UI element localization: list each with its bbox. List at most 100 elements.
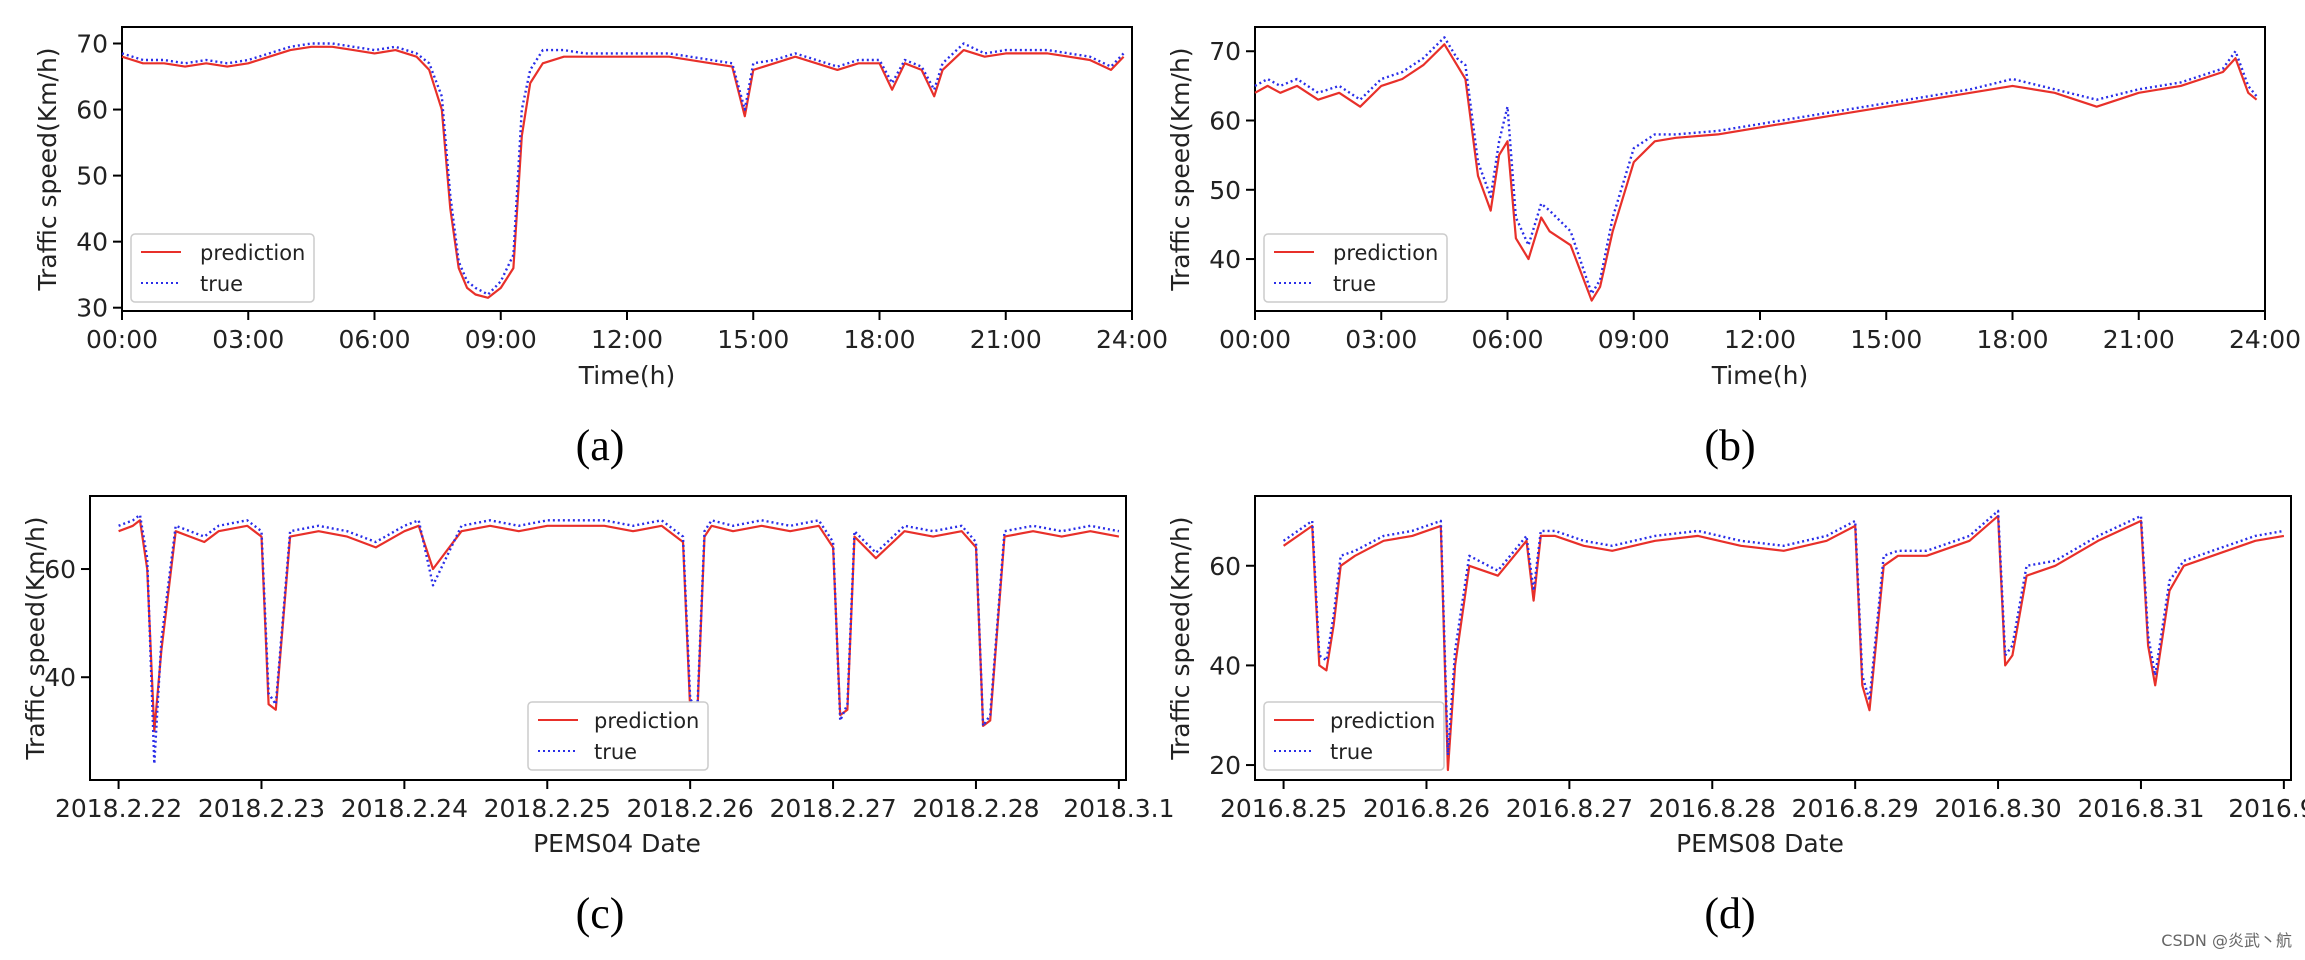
- x-tick-label-d-2: 2016.8.27: [1506, 794, 1633, 823]
- x-tick-label-b-8: 24:00: [2229, 325, 2301, 354]
- y-tick-label-c-0: 40: [44, 663, 76, 692]
- x-axis-label-a: Time(h): [578, 361, 676, 390]
- x-axis-label-d: PEMS08 Date: [1676, 829, 1844, 858]
- x-tick-label-d-0: 2016.8.25: [1220, 794, 1347, 823]
- legend-c: prediction true: [527, 701, 709, 771]
- series-layer-d: [1282, 509, 2285, 772]
- series-line-true-b: [1254, 36, 2258, 295]
- series-line-prediction-a: [121, 45, 1125, 299]
- legend-a: prediction true: [130, 233, 315, 303]
- panel-label-c: (c): [576, 889, 625, 938]
- y-ticks-d: 20 40 60: [1209, 552, 1255, 780]
- x-tick-label-a-3: 09:00: [465, 325, 537, 354]
- x-tick-label-d-7: 2016.9.1: [2228, 794, 2305, 823]
- y-ticks-c: 40 60: [44, 555, 90, 692]
- y-tick-label-d-2: 60: [1209, 552, 1241, 581]
- x-tick-label-a-2: 06:00: [338, 325, 410, 354]
- series-layer-a: [121, 42, 1125, 299]
- y-tick-label-a-1: 40: [76, 228, 108, 257]
- x-tick-label-b-1: 03:00: [1345, 325, 1417, 354]
- legend-label-true-b: true: [1333, 272, 1376, 296]
- x-tick-label-c-7: 2018.3.1: [1063, 794, 1174, 823]
- legend-label-prediction-c: prediction: [594, 709, 699, 733]
- x-tick-label-d-1: 2016.8.26: [1363, 794, 1490, 823]
- series-line-true-d: [1282, 509, 2285, 757]
- x-tick-label-a-7: 21:00: [970, 325, 1042, 354]
- series-line-prediction-b: [1254, 43, 2258, 302]
- y-tick-label-d-0: 20: [1209, 751, 1241, 780]
- x-tick-label-b-3: 09:00: [1598, 325, 1670, 354]
- series-layer-b: [1254, 36, 2258, 302]
- panel-label-b: (b): [1704, 421, 1755, 470]
- plot-frame-c: [89, 495, 1127, 781]
- x-axis-label-c: PEMS04 Date: [533, 829, 701, 858]
- legend-label-true-c: true: [594, 740, 637, 764]
- x-tick-label-d-4: 2016.8.29: [1792, 794, 1919, 823]
- x-axis-label-b: Time(h): [1711, 361, 1809, 390]
- x-tick-label-c-6: 2018.2.28: [912, 794, 1039, 823]
- y-axis-label-c: Traffic speed(Km/h): [21, 516, 50, 760]
- x-tick-label-a-1: 03:00: [212, 325, 284, 354]
- x-tick-label-a-6: 18:00: [843, 325, 915, 354]
- x-tick-label-d-6: 2016.8.31: [2077, 794, 2204, 823]
- plot-frame-d: [1254, 495, 2292, 781]
- x-ticks-c: 2018.2.22 2018.2.23 2018.2.24 2018.2.25 2018…: [55, 780, 1175, 823]
- chart-b: 40 50 60 70 00:00 03:00 06:00 09:00 12:00 15:00 1…: [1166, 26, 2301, 470]
- y-tick-label-a-2: 50: [76, 162, 108, 191]
- x-tick-label-c-2: 2018.2.24: [341, 794, 468, 823]
- y-axis-label-a: Traffic speed(Km/h): [33, 47, 62, 291]
- x-ticks-d: 2016.8.25 2016.8.26 2016.8.27 2016.8.28 2016…: [1220, 780, 2305, 823]
- y-axis-label-b: Traffic speed(Km/h): [1166, 47, 1195, 291]
- y-tick-label-b-0: 40: [1209, 245, 1241, 274]
- x-tick-label-d-5: 2016.8.30: [1934, 794, 2061, 823]
- watermark: CSDN @炎武丶航: [2161, 931, 2292, 950]
- x-tick-label-c-5: 2018.2.27: [769, 794, 896, 823]
- y-tick-label-a-3: 60: [76, 96, 108, 125]
- x-tick-label-a-8: 24:00: [1096, 325, 1168, 354]
- x-tick-label-c-4: 2018.2.26: [627, 794, 754, 823]
- x-tick-label-a-4: 12:00: [591, 325, 663, 354]
- x-tick-label-b-0: 00:00: [1219, 325, 1291, 354]
- legend-label-true-d: true: [1330, 740, 1373, 764]
- x-tick-label-a-5: 15:00: [717, 325, 789, 354]
- y-axis-label-d: Traffic speed(Km/h): [1166, 516, 1195, 760]
- legend-label-prediction-a: prediction: [200, 241, 305, 265]
- x-tick-label-b-5: 15:00: [1850, 325, 1922, 354]
- x-tick-label-d-3: 2016.8.28: [1649, 794, 1776, 823]
- x-tick-label-b-4: 12:00: [1724, 325, 1796, 354]
- x-ticks-b: 00:00 03:00 06:00 09:00 12:00 15:00 18:00 21:00…: [1219, 311, 2301, 354]
- series-line-prediction-c: [118, 519, 1120, 733]
- legend-d: prediction true: [1263, 701, 1445, 771]
- panel-label-a: (a): [576, 421, 625, 470]
- legend-label-true-a: true: [200, 272, 243, 296]
- legend-b: prediction true: [1263, 233, 1448, 303]
- x-tick-label-c-1: 2018.2.23: [198, 794, 325, 823]
- y-tick-label-a-4: 70: [76, 30, 108, 59]
- chart-a: 30 40 50 60 70 00:00 03:00 06:00 09:00 12:00 15:0…: [33, 26, 1168, 470]
- x-tick-label-a-0: 00:00: [86, 325, 158, 354]
- x-ticks-a: 00:00 03:00 06:00 09:00 12:00 15:00 18:00 21:00…: [86, 311, 1168, 354]
- y-tick-label-b-1: 50: [1209, 176, 1241, 205]
- y-ticks-a: 30 40 50 60 70: [76, 30, 122, 323]
- y-tick-label-b-2: 60: [1209, 107, 1241, 136]
- x-tick-label-b-2: 06:00: [1471, 325, 1543, 354]
- y-tick-label-a-0: 30: [76, 294, 108, 323]
- y-tick-label-c-1: 60: [44, 555, 76, 584]
- legend-label-prediction-b: prediction: [1333, 241, 1438, 265]
- y-ticks-b: 40 50 60 70: [1209, 37, 1255, 274]
- legend-label-prediction-d: prediction: [1330, 709, 1435, 733]
- panel-label-d: (d): [1704, 889, 1755, 938]
- x-tick-label-c-0: 2018.2.22: [55, 794, 182, 823]
- y-tick-label-b-3: 70: [1209, 37, 1241, 66]
- series-line-prediction-d: [1282, 514, 2285, 772]
- y-tick-label-d-1: 40: [1209, 651, 1241, 680]
- x-tick-label-b-7: 21:00: [2103, 325, 2175, 354]
- series-line-true-a: [121, 42, 1125, 296]
- x-tick-label-c-3: 2018.2.25: [484, 794, 611, 823]
- series-layer-c: [118, 513, 1120, 765]
- x-tick-label-b-6: 18:00: [1976, 325, 2048, 354]
- series-line-true-c: [118, 513, 1120, 765]
